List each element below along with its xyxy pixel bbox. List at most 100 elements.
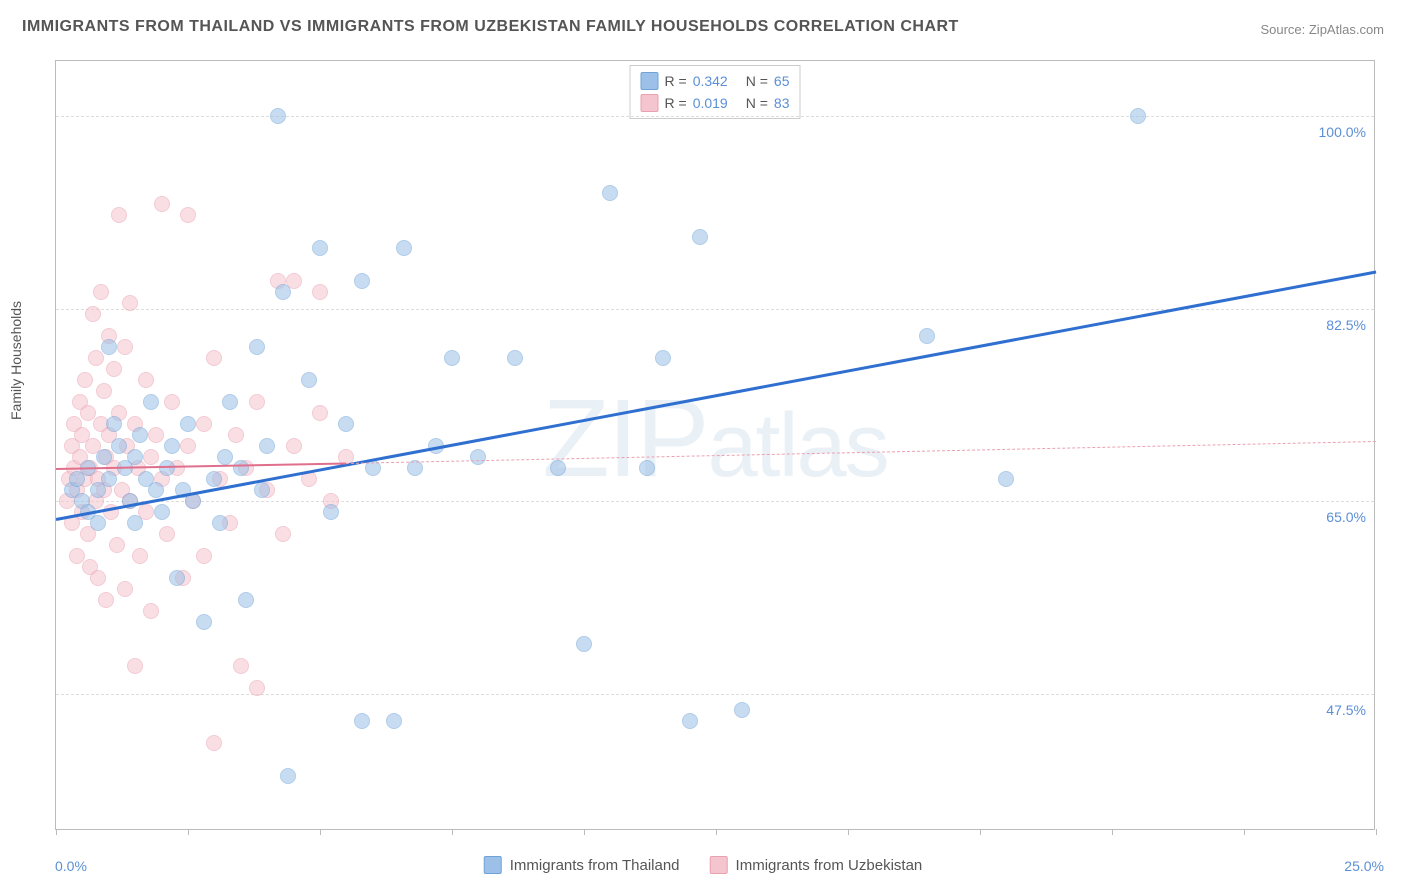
scatter-point [470, 449, 486, 465]
scatter-point [682, 713, 698, 729]
scatter-point [143, 449, 159, 465]
x-tick-max: 25.0% [1344, 858, 1384, 874]
legend-item-uzbekistan: Immigrants from Uzbekistan [710, 856, 923, 874]
scatter-point [312, 240, 328, 256]
scatter-point [249, 339, 265, 355]
scatter-point [85, 306, 101, 322]
legend-row-thailand: R = 0.342 N = 65 [641, 70, 790, 92]
scatter-point [998, 471, 1014, 487]
scatter-point [734, 702, 750, 718]
y-axis-label: Family Households [8, 301, 24, 420]
swatch-thailand [641, 72, 659, 90]
scatter-point [386, 713, 402, 729]
scatter-point [323, 504, 339, 520]
scatter-point [550, 460, 566, 476]
scatter-point [919, 328, 935, 344]
y-tick-label: 65.0% [1326, 509, 1366, 525]
scatter-point [238, 592, 254, 608]
series-legend: Immigrants from Thailand Immigrants from… [484, 856, 923, 874]
n-value-thailand: 65 [774, 73, 790, 89]
x-tick-mark [584, 829, 585, 835]
scatter-point [117, 581, 133, 597]
scatter-point [143, 603, 159, 619]
scatter-point [206, 735, 222, 751]
y-tick-label: 47.5% [1326, 702, 1366, 718]
scatter-point [96, 383, 112, 399]
scatter-point [692, 229, 708, 245]
x-tick-mark [1244, 829, 1245, 835]
scatter-point [212, 515, 228, 531]
n-label: N = [746, 73, 768, 89]
scatter-point [217, 449, 233, 465]
x-tick-mark [980, 829, 981, 835]
scatter-point [164, 438, 180, 454]
scatter-point [127, 449, 143, 465]
scatter-point [96, 449, 112, 465]
r-label: R = [665, 73, 687, 89]
scatter-point [93, 284, 109, 300]
scatter-point [275, 284, 291, 300]
gridline-h [56, 116, 1374, 117]
scatter-point [106, 361, 122, 377]
scatter-point [127, 515, 143, 531]
scatter-point [180, 438, 196, 454]
scatter-point [249, 394, 265, 410]
scatter-point [106, 416, 122, 432]
scatter-point [77, 372, 93, 388]
chart-plot-area: ZIPatlas R = 0.342 N = 65 R = 0.019 N = … [55, 60, 1375, 830]
legend-row-uzbekistan: R = 0.019 N = 83 [641, 92, 790, 114]
scatter-point [280, 768, 296, 784]
scatter-point [228, 427, 244, 443]
scatter-point [196, 614, 212, 630]
r-label: R = [665, 95, 687, 111]
n-value-uzbekistan: 83 [774, 95, 790, 111]
source-label: Source: ZipAtlas.com [1260, 22, 1384, 37]
scatter-point [354, 713, 370, 729]
swatch-uzbekistan [641, 94, 659, 112]
r-value-uzbekistan: 0.019 [693, 95, 728, 111]
scatter-point [312, 405, 328, 421]
scatter-point [159, 526, 175, 542]
x-tick-mark [716, 829, 717, 835]
r-value-thailand: 0.342 [693, 73, 728, 89]
x-tick-mark [188, 829, 189, 835]
swatch-thailand-bottom [484, 856, 502, 874]
scatter-point [138, 372, 154, 388]
x-tick-mark [1376, 829, 1377, 835]
scatter-point [132, 548, 148, 564]
x-tick-mark [1112, 829, 1113, 835]
y-tick-label: 100.0% [1319, 124, 1366, 140]
scatter-point [507, 350, 523, 366]
scatter-point [148, 427, 164, 443]
x-tick-mark [56, 829, 57, 835]
series-label-thailand: Immigrants from Thailand [510, 857, 680, 874]
scatter-point [275, 526, 291, 542]
y-tick-label: 82.5% [1326, 317, 1366, 333]
scatter-point [259, 438, 275, 454]
scatter-point [249, 680, 265, 696]
scatter-point [109, 537, 125, 553]
scatter-point [88, 350, 104, 366]
scatter-point [270, 108, 286, 124]
scatter-point [101, 339, 117, 355]
chart-title: IMMIGRANTS FROM THAILAND VS IMMIGRANTS F… [22, 18, 959, 36]
scatter-point [132, 427, 148, 443]
scatter-point [639, 460, 655, 476]
scatter-point [111, 207, 127, 223]
scatter-point [180, 207, 196, 223]
scatter-point [101, 471, 117, 487]
scatter-point [312, 284, 328, 300]
scatter-point [222, 394, 238, 410]
scatter-point [164, 394, 180, 410]
scatter-point [117, 339, 133, 355]
scatter-point [233, 658, 249, 674]
scatter-point [254, 482, 270, 498]
scatter-point [143, 394, 159, 410]
scatter-point [196, 548, 212, 564]
swatch-uzbekistan-bottom [710, 856, 728, 874]
scatter-point [602, 185, 618, 201]
scatter-point [169, 570, 185, 586]
scatter-point [301, 372, 317, 388]
gridline-h [56, 501, 1374, 502]
scatter-point [98, 592, 114, 608]
